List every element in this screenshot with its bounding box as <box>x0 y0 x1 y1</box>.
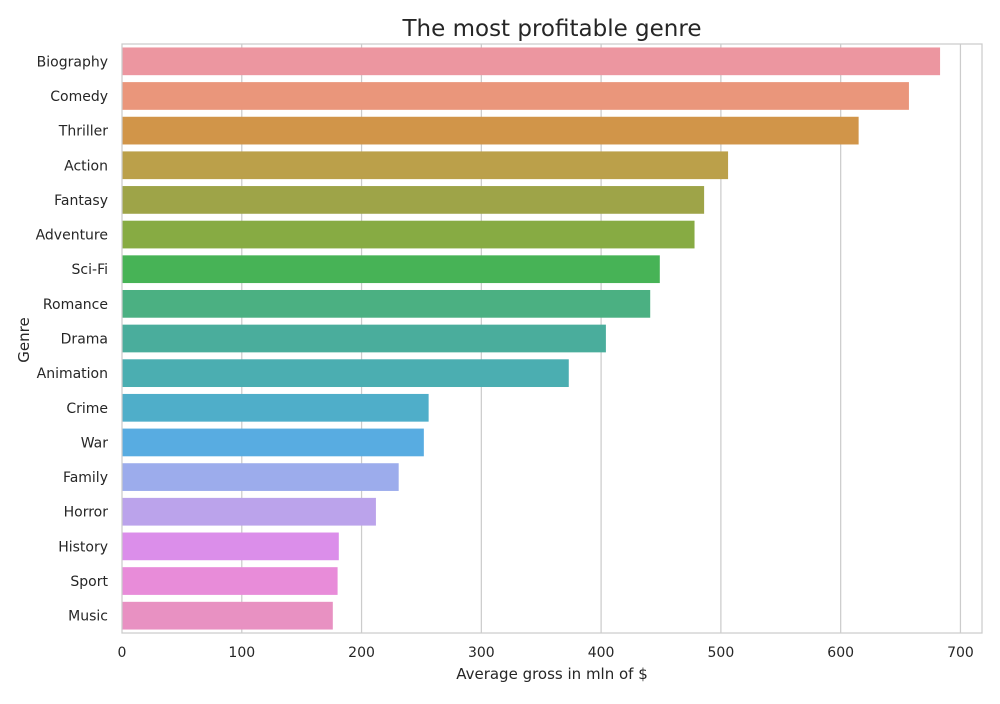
plot-frame <box>121 43 983 634</box>
bar-crime <box>122 393 429 422</box>
bars <box>122 47 941 630</box>
x-tick-label: 500 <box>708 645 735 661</box>
bar-adventure <box>122 220 695 249</box>
bar-history <box>122 532 339 561</box>
bar-biography <box>122 47 941 76</box>
x-tick-labels: 0 100 200 300 400 500 600 700 <box>118 645 974 661</box>
y-tick-label: Action <box>64 158 108 174</box>
y-tick-labels: Biography Comedy Thriller Action Fantasy Adve… <box>36 54 109 624</box>
y-tick-label: Fantasy <box>54 193 108 209</box>
y-tick-label: Biography <box>37 54 108 70</box>
y-axis-label: Genre <box>15 317 33 362</box>
y-tick-label: Romance <box>43 297 108 313</box>
y-tick-label: Music <box>68 609 108 625</box>
y-tick-label: Family <box>63 470 108 486</box>
x-tick-label: 300 <box>468 645 495 661</box>
y-tick-label: Crime <box>66 401 108 417</box>
x-tick-label: 200 <box>348 645 375 661</box>
x-tick-label: 700 <box>947 645 974 661</box>
chart-title: The most profitable genre <box>402 16 702 42</box>
bar-horror <box>122 497 376 526</box>
x-tick-label: 400 <box>588 645 615 661</box>
y-tick-label: Comedy <box>50 89 108 105</box>
bar-fantasy <box>122 186 705 214</box>
bar-comedy <box>122 82 909 110</box>
x-tick-label: 100 <box>228 645 255 661</box>
x-tick-label: 0 <box>118 645 127 661</box>
bar-war <box>122 428 424 457</box>
bar-music <box>122 601 333 630</box>
y-tick-label: History <box>58 539 108 555</box>
y-tick-label: Horror <box>64 505 109 521</box>
bar-thriller <box>122 116 859 145</box>
y-tick-label: Adventure <box>36 228 108 244</box>
y-tick-label: Drama <box>61 332 108 348</box>
y-tick-label: Thriller <box>58 124 108 140</box>
bar-animation <box>122 359 569 388</box>
x-axis-label: Average gross in mln of $ <box>456 665 648 683</box>
bar-romance <box>122 289 651 318</box>
y-tick-label: Sci-Fi <box>72 262 108 278</box>
y-tick-label: Animation <box>37 366 108 382</box>
bar-family <box>122 463 399 491</box>
bar-sci-fi <box>122 255 660 284</box>
y-tick-label: Sport <box>70 574 108 590</box>
y-tick-label: War <box>81 435 109 451</box>
bar-drama <box>122 324 606 353</box>
bar-sport <box>122 567 338 595</box>
bar-action <box>122 151 729 180</box>
x-tick-label: 600 <box>827 645 854 661</box>
